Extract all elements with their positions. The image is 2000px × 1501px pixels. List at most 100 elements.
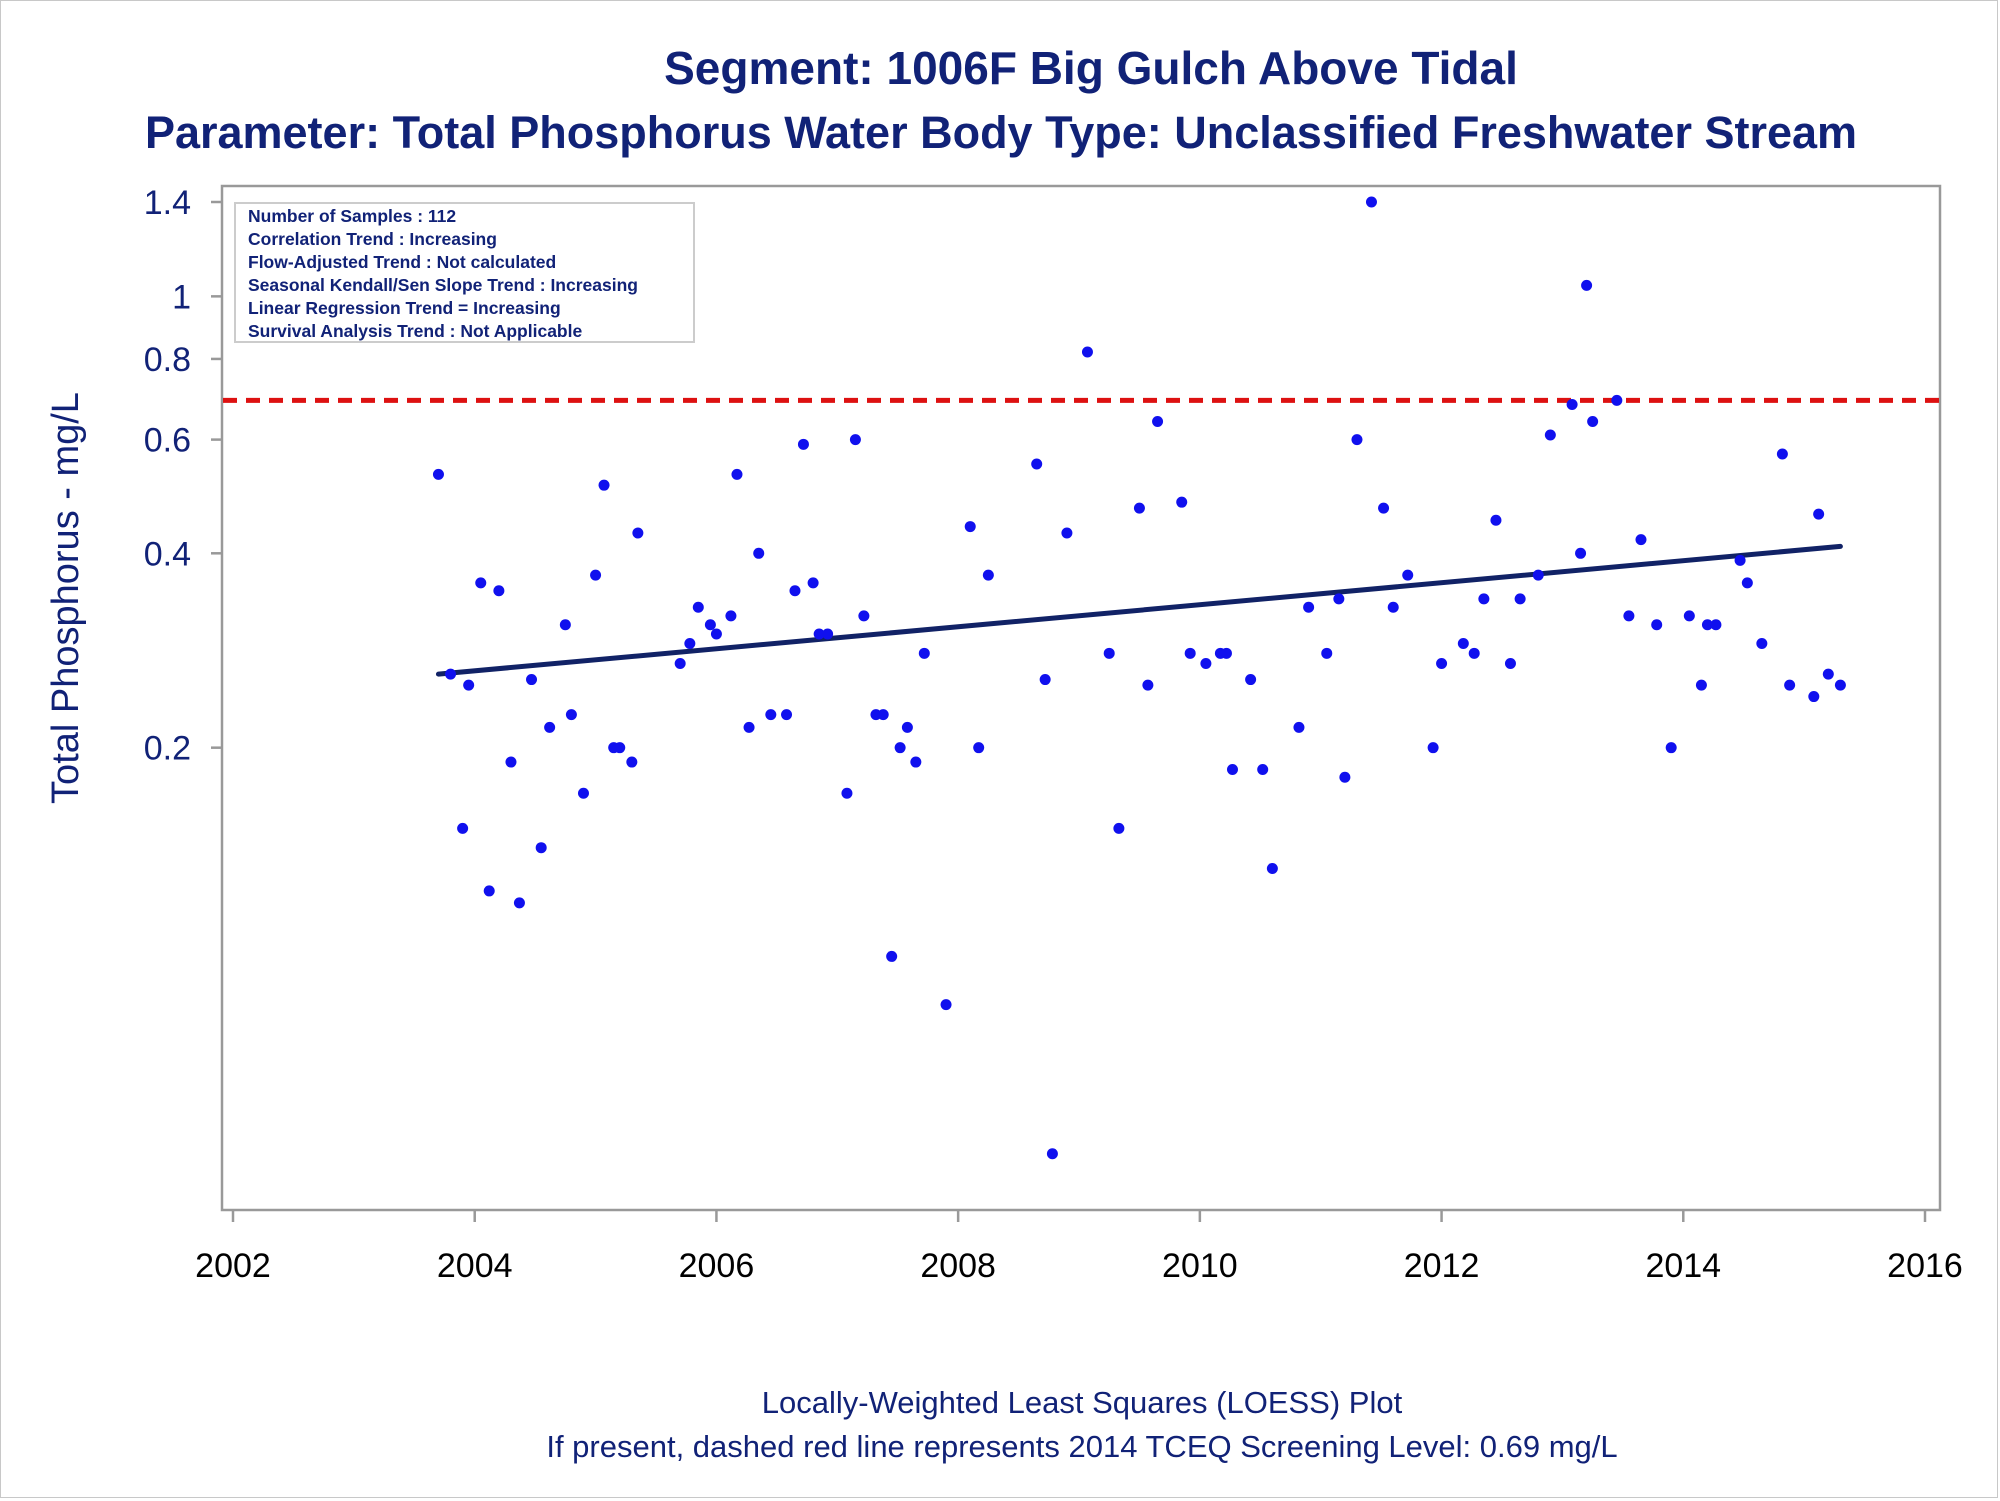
data-point [1103, 647, 1115, 659]
data-point [544, 721, 556, 733]
stats-box: Number of Samples : 112 Correlation Tren… [234, 202, 695, 343]
data-point [918, 647, 930, 659]
data-point [626, 756, 638, 768]
data-point [1378, 502, 1390, 514]
x-tick-label: 2006 [679, 1247, 755, 1285]
data-point [1031, 458, 1043, 470]
x-tick-label: 2016 [1887, 1247, 1963, 1285]
y-tick-label: 0.4 [144, 535, 191, 573]
data-point [858, 610, 870, 622]
y-tick-label: 0.2 [144, 730, 191, 768]
data-point [1436, 658, 1448, 670]
data-point [1651, 619, 1663, 631]
y-tick-label: 0.6 [144, 422, 191, 460]
data-point [1257, 764, 1269, 776]
data-point [1490, 514, 1502, 526]
data-point [614, 742, 626, 754]
x-tick-label: 2014 [1645, 1247, 1721, 1285]
y-tick-label: 0.8 [144, 341, 191, 379]
data-point [894, 742, 906, 754]
data-point [632, 527, 644, 539]
data-point [1776, 448, 1788, 460]
trend-line [435, 543, 1843, 677]
data-point [841, 787, 853, 799]
stats-line-survival: Survival Analysis Trend : Not Applicable [248, 321, 582, 341]
data-point [886, 950, 898, 962]
data-points [432, 196, 1846, 1160]
data-point [973, 742, 985, 754]
data-point [535, 842, 547, 854]
data-point [1834, 679, 1846, 691]
data-point [1710, 619, 1722, 631]
stats-box-border [234, 202, 695, 343]
data-point [1220, 647, 1232, 659]
chart-subtitle: Parameter: Total Phosphorus Water Body T… [145, 107, 1857, 158]
data-point [1566, 399, 1578, 411]
data-point [1734, 554, 1746, 566]
footnote-screening: If present, dashed red line represents 2… [546, 1429, 1617, 1464]
data-point [684, 637, 696, 649]
stats-line-flow-adjusted: Flow-Adjusted Trend : Not calculated [248, 252, 556, 272]
data-point [1623, 610, 1635, 622]
data-point [1133, 502, 1145, 514]
data-point [765, 709, 777, 721]
x-tick-label: 2008 [920, 1247, 996, 1285]
data-point [813, 628, 825, 640]
data-point [1293, 721, 1305, 733]
data-point [1784, 679, 1796, 691]
data-point [505, 756, 517, 768]
data-point [710, 628, 722, 640]
data-point [692, 601, 704, 613]
data-point [1478, 593, 1490, 605]
data-point [493, 585, 505, 597]
stats-line-correlation: Correlation Trend : Increasing [248, 229, 497, 249]
chart-title: Segment: 1006F Big Gulch Above Tidal [664, 42, 1518, 94]
data-point [1514, 593, 1526, 605]
data-point [877, 709, 889, 721]
data-point [1544, 429, 1556, 441]
data-point [982, 569, 994, 581]
data-point [1039, 674, 1051, 686]
data-point [577, 787, 589, 799]
data-point [1683, 610, 1695, 622]
data-point [1575, 547, 1587, 559]
data-point [1611, 394, 1623, 406]
data-point [849, 434, 861, 446]
data-point [1046, 1148, 1058, 1160]
data-point [1635, 534, 1647, 546]
data-point [513, 897, 525, 909]
data-point [807, 577, 819, 589]
plot-area [220, 184, 1942, 1212]
data-point [457, 822, 469, 834]
data-point [1081, 346, 1093, 358]
y-tick-label: 1.4 [144, 184, 191, 222]
data-point [1822, 668, 1834, 680]
data-point [483, 885, 495, 897]
data-point [1587, 416, 1599, 428]
data-point [1176, 496, 1188, 508]
footnote-loess: Locally-Weighted Least Squares (LOESS) P… [762, 1385, 1403, 1420]
stats-line-linear-regression: Linear Regression Trend = Increasing [248, 298, 561, 318]
data-point [1701, 619, 1713, 631]
data-point [1245, 674, 1257, 686]
data-point [781, 709, 793, 721]
data-point [1152, 416, 1164, 428]
data-point [1333, 593, 1345, 605]
data-point [910, 756, 922, 768]
data-point [445, 668, 457, 680]
data-point [1427, 742, 1439, 754]
x-tick-label: 2012 [1404, 1247, 1480, 1285]
data-point [1142, 679, 1154, 691]
data-point [1061, 527, 1073, 539]
data-point [1808, 691, 1820, 703]
y-tick-label: 1 [172, 278, 191, 316]
data-point [725, 610, 737, 622]
x-axis: 2002 2004 2006 2008 2010 2012 2014 2016 [195, 1210, 1963, 1285]
data-point [1741, 577, 1753, 589]
x-tick-label: 2004 [437, 1247, 513, 1285]
data-point [1581, 279, 1593, 291]
data-point [1504, 658, 1516, 670]
data-point [1365, 196, 1377, 208]
